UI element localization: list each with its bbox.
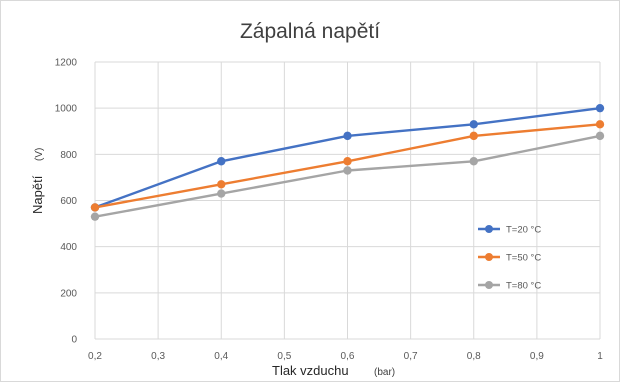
x-tick-label: 0,5	[277, 351, 291, 362]
y-axis-unit: (V)	[34, 148, 45, 161]
x-tick-label: 1	[597, 351, 603, 362]
x-tick-label: 0,2	[88, 351, 102, 362]
x-tick-label: 0,3	[151, 351, 165, 362]
x-tick-label: 0,8	[467, 351, 481, 362]
y-axis-label: Napětí	[30, 175, 45, 214]
y-tick-label: 400	[60, 242, 77, 253]
data-point	[595, 131, 605, 141]
x-tick-labels: 0,2 0,3 0,4 0,5 0,6 0,7 0,8 0,9 1	[88, 351, 603, 362]
grid-lines	[94, 61, 601, 340]
legend-label: T=20 °C	[506, 225, 541, 236]
data-point	[90, 212, 100, 221]
x-tick-label: 0,4	[214, 351, 228, 362]
legend-marker	[485, 281, 493, 289]
legend-label: T=80 °C	[506, 281, 541, 292]
data-point	[343, 166, 352, 175]
data-point	[90, 203, 100, 212]
data-point	[595, 120, 605, 129]
x-tick-label: 0,9	[530, 351, 544, 362]
data-point	[469, 157, 478, 166]
legend: T=20 °C T=50 °C T=80 °C	[478, 225, 541, 292]
chart-title: Zápalná napětí	[239, 20, 381, 43]
legend-marker	[485, 225, 493, 233]
legend-label: T=50 °C	[506, 253, 541, 264]
data-point	[217, 157, 226, 166]
y-tick-label: 200	[60, 288, 77, 299]
data-point	[217, 189, 226, 198]
y-tick-label: 800	[60, 150, 77, 161]
legend-marker	[485, 253, 493, 261]
x-tick-label: 0,6	[341, 351, 355, 362]
data-point	[343, 157, 352, 166]
data-point	[595, 103, 605, 113]
y-tick-label: 0	[71, 335, 77, 346]
data-point	[343, 131, 352, 141]
y-tick-label: 600	[60, 196, 77, 207]
x-axis-label: Tlak vzduchu	[272, 363, 349, 378]
data-point	[469, 120, 478, 129]
x-axis-unit: (bar)	[374, 367, 395, 378]
data-point	[469, 131, 478, 141]
y-tick-labels: 0 200 400 600 800 1000 1200	[55, 58, 78, 346]
series-points	[90, 103, 605, 221]
x-tick-label: 0,7	[404, 351, 418, 362]
y-tick-label: 1200	[55, 58, 78, 69]
y-tick-label: 1000	[55, 104, 78, 115]
data-point	[217, 180, 226, 189]
